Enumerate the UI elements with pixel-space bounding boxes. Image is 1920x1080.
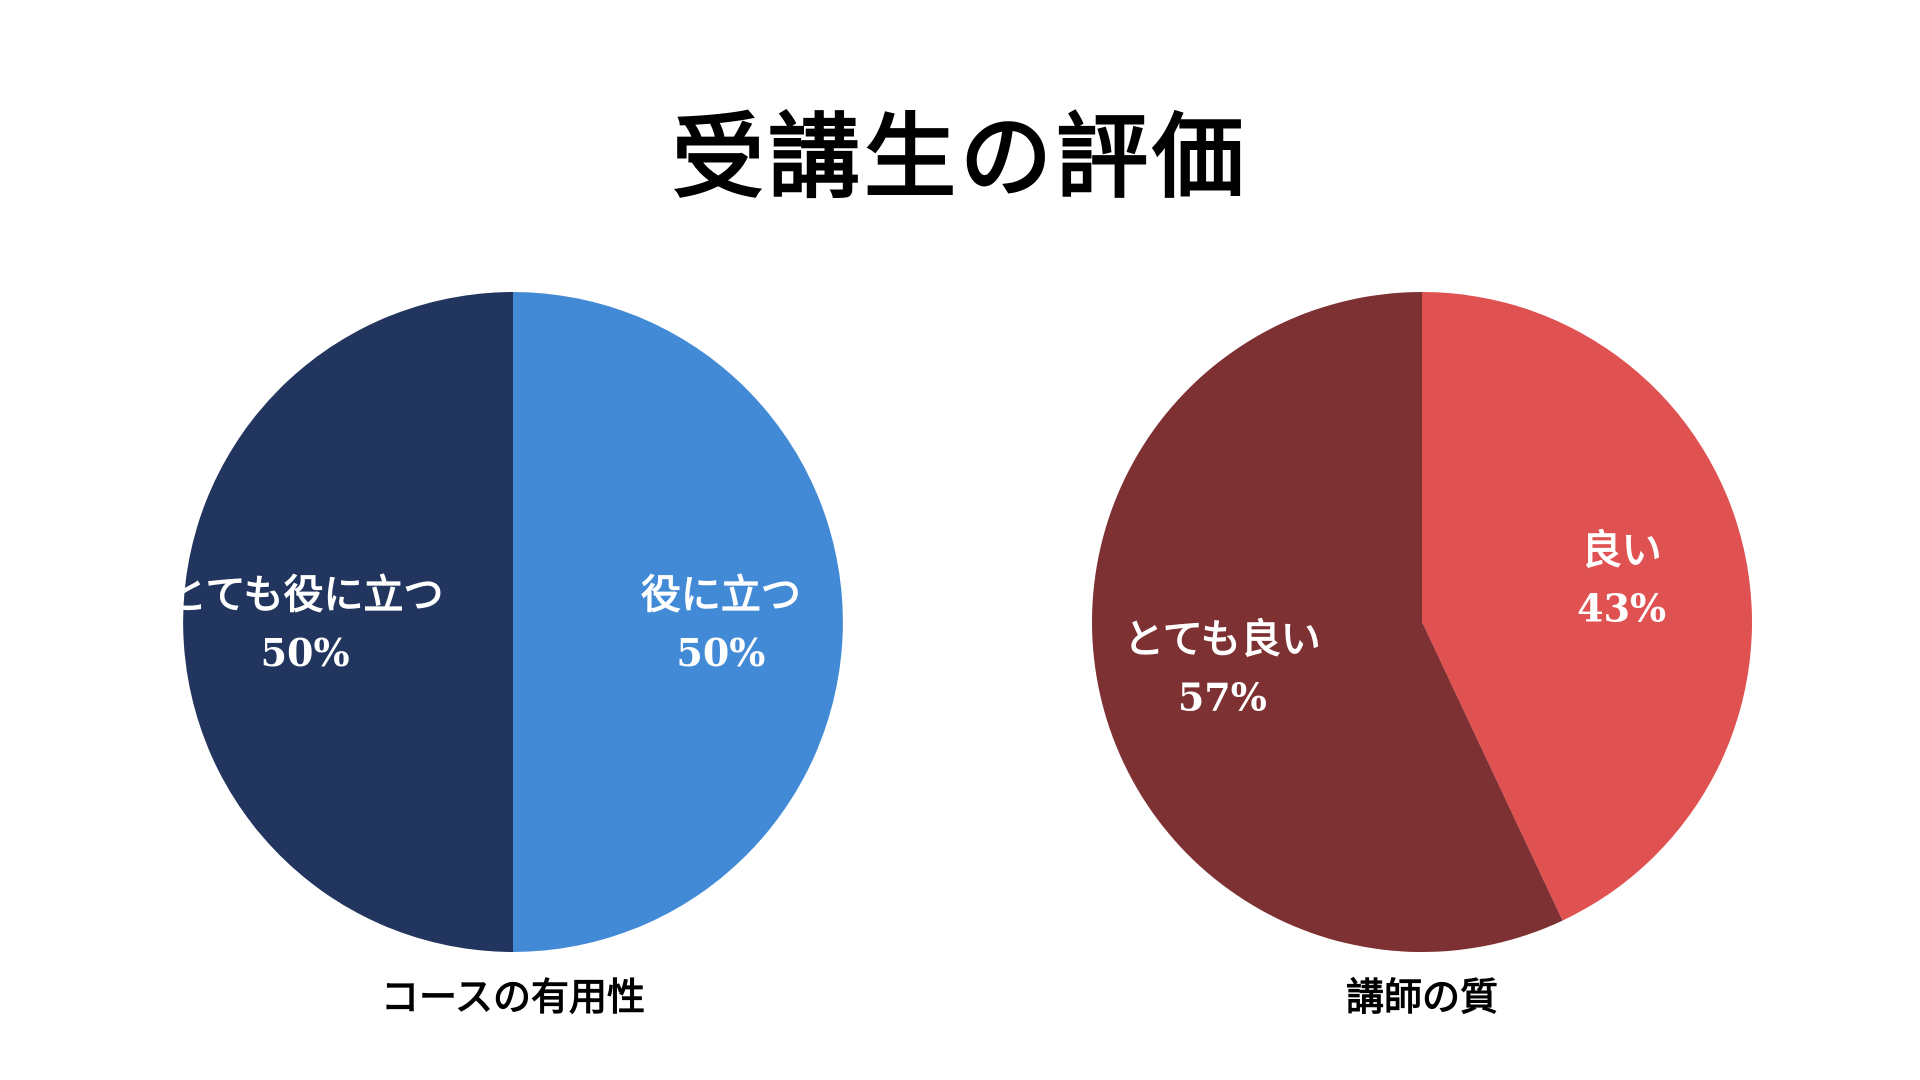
- pie-slice-1-1: [1091, 292, 1563, 952]
- slice-label-0-1: とても役に立つ: [167, 572, 444, 618]
- pie-slice-0-1: [183, 292, 514, 952]
- slice-value-1-0: 43%: [1577, 585, 1666, 630]
- slice-value-0-0: 50%: [676, 630, 765, 675]
- chart-title-course-usefulness: コースの有用性: [380, 975, 646, 1019]
- slice-label-0-0: 役に立つ: [641, 572, 801, 618]
- pie-slice-1-0: [1422, 292, 1752, 921]
- page-title: 受講生の評価: [671, 104, 1248, 211]
- slice-value-0-1: 50%: [261, 630, 350, 675]
- slice-label-1-1: とても良い: [1124, 617, 1321, 663]
- pie-chart-1: 良い 43% とても良い 57%: [1091, 292, 1752, 952]
- chart-title-instructor-quality: 講師の質: [1345, 975, 1498, 1019]
- pie-slice-0-0: [513, 292, 843, 952]
- slice-value-1-1: 57%: [1178, 675, 1267, 720]
- slice-label-1-0: 良い: [1582, 527, 1662, 573]
- pie-chart-0: 役に立つ 50% とても役に立つ 50%: [167, 292, 843, 952]
